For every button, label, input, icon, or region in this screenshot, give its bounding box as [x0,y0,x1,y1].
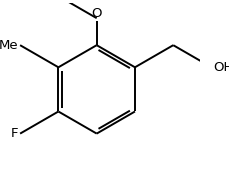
Text: Me: Me [0,39,19,52]
Text: OH: OH [213,61,229,74]
Text: F: F [11,127,18,140]
Text: O: O [91,7,101,20]
